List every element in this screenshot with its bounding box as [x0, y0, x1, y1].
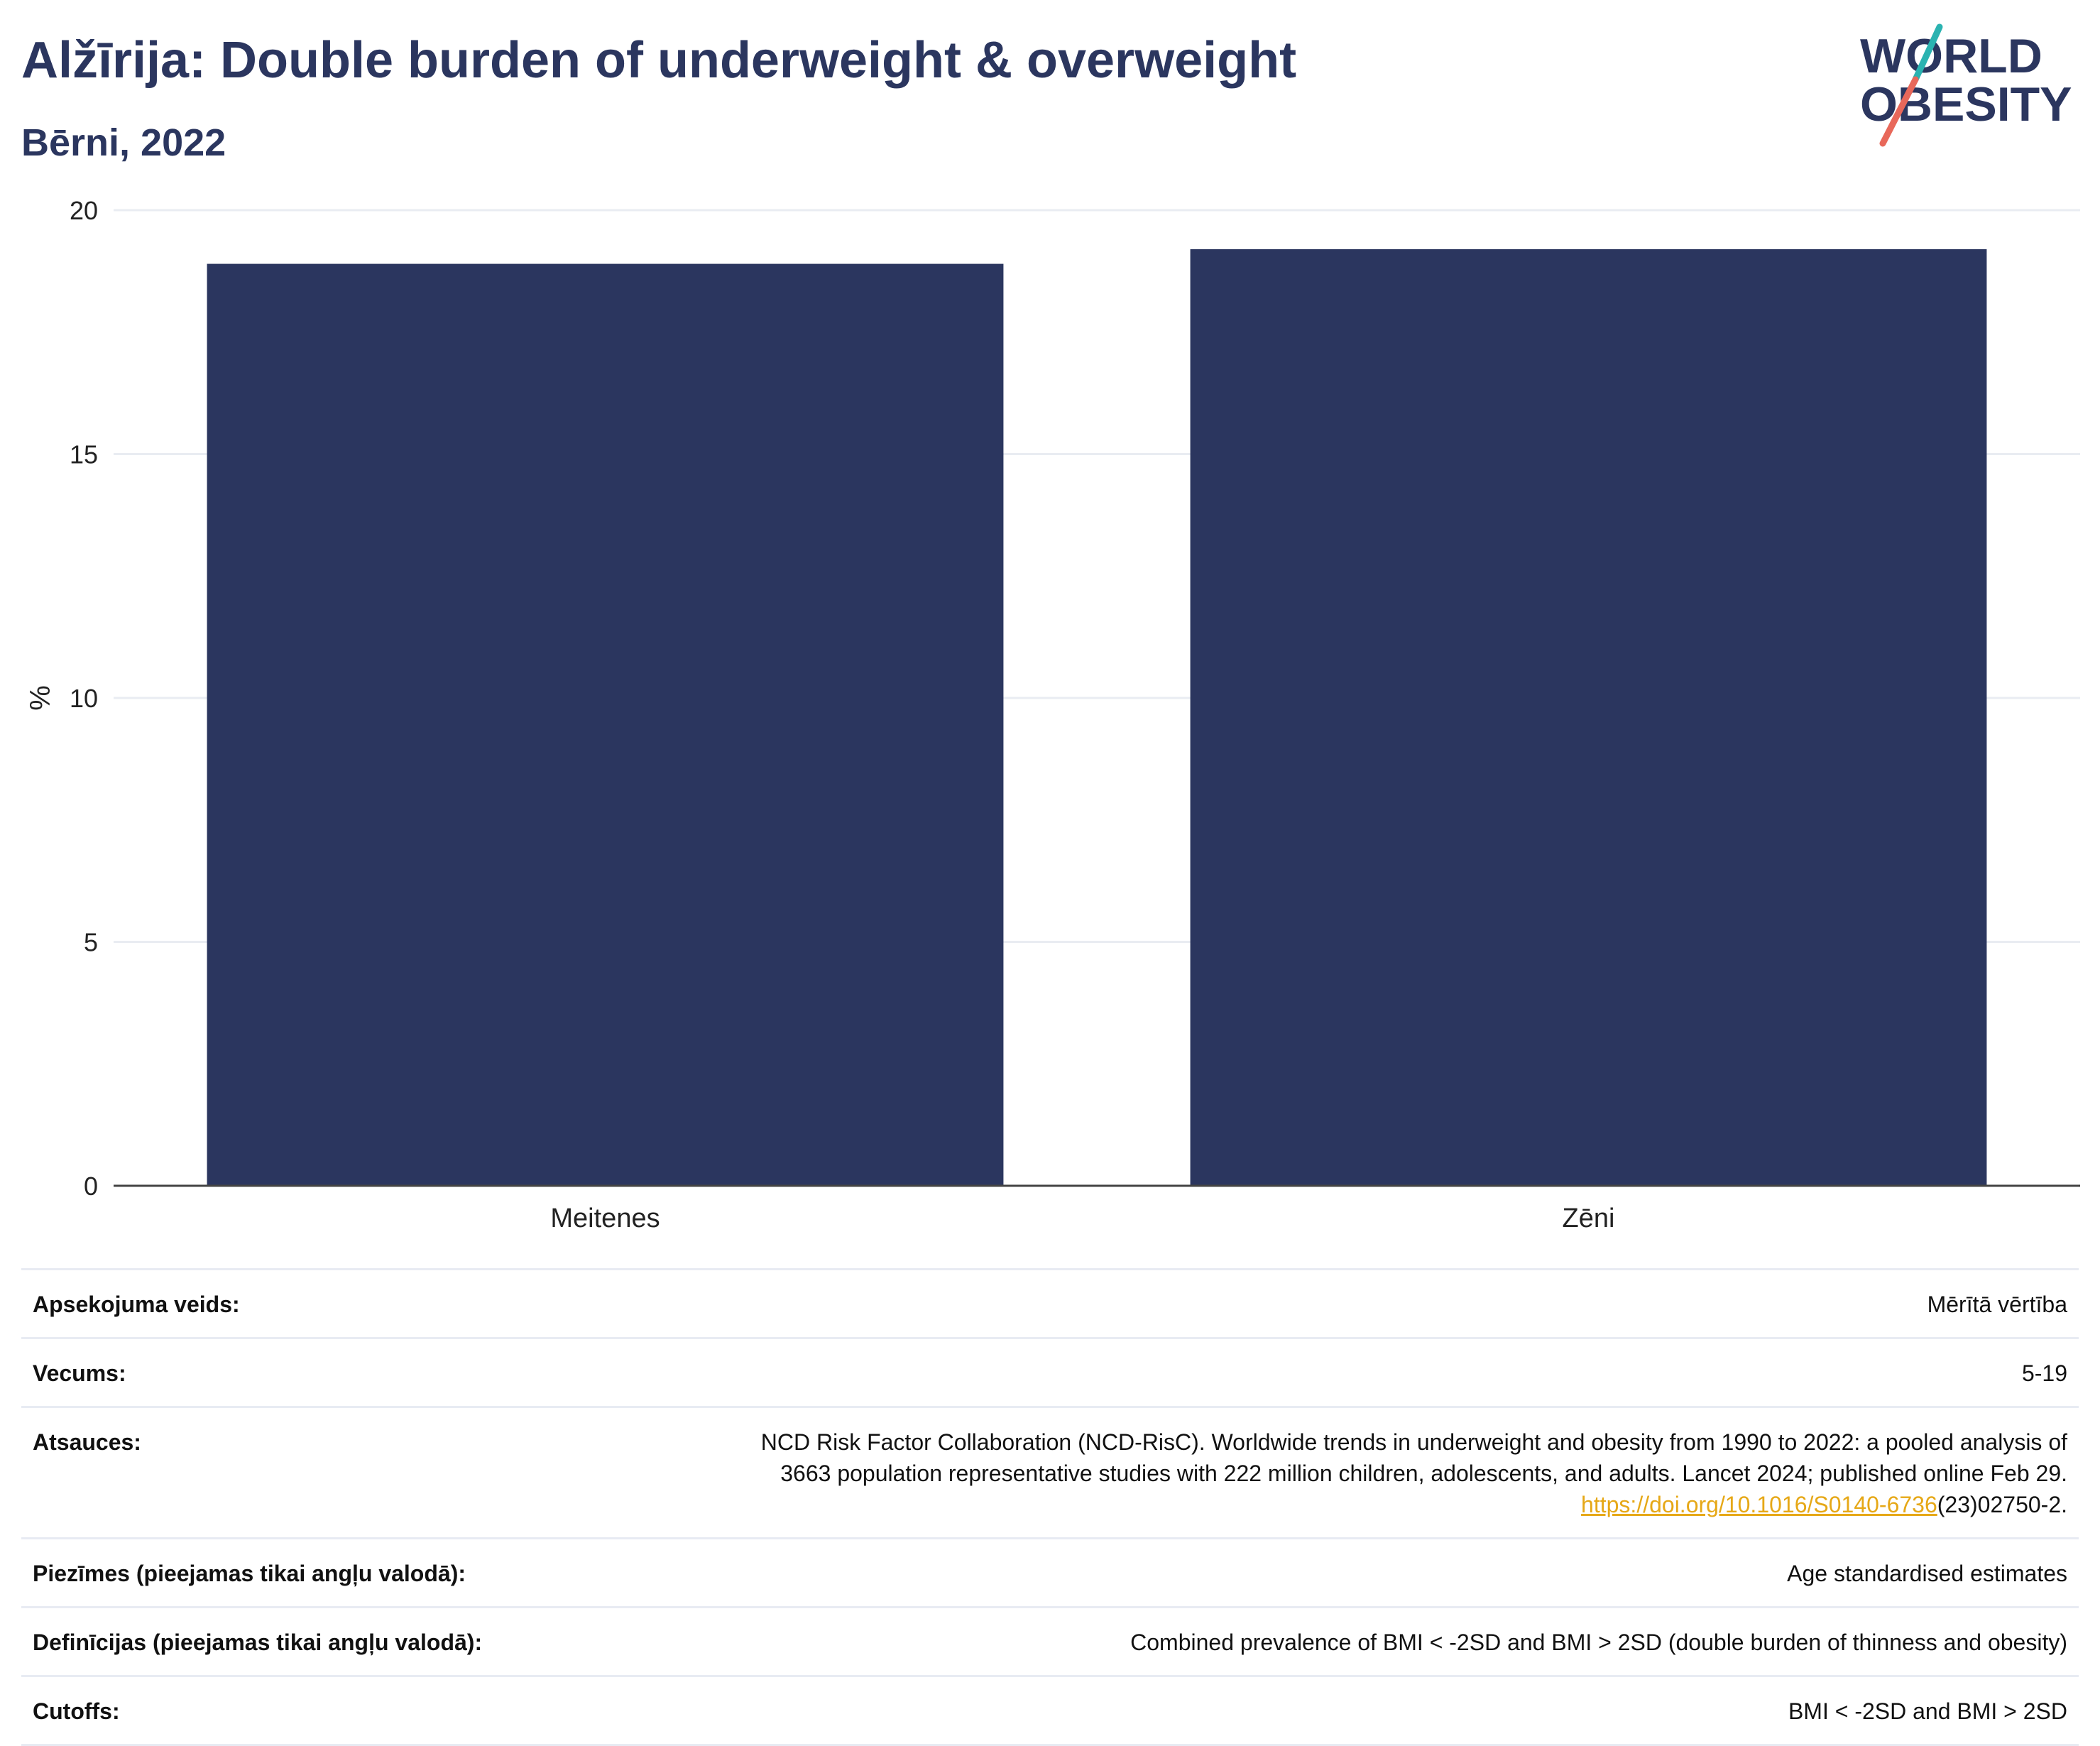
world-obesity-logo: WORLD OBESITY	[1860, 23, 2072, 147]
meta-row-age: Vecums: 5-19	[21, 1337, 2079, 1406]
meta-value: Age standardised estimates	[1787, 1561, 2067, 1586]
bar	[1190, 249, 1987, 1186]
meta-row-cutoffs: Cutoffs: BMI < -2SD and BMI > 2SD	[21, 1675, 2079, 1746]
logo-text-world: WORLD	[1860, 29, 2042, 83]
reference-line-1: NCD Risk Factor Collaboration (NCD-RisC)…	[760, 1429, 2067, 1455]
logo-slash-top	[1912, 23, 1943, 83]
y-axis-title: %	[25, 685, 56, 711]
meta-value: 5-19	[2021, 1360, 2067, 1386]
meta-value-references: NCD Risk Factor Collaboration (NCD-RisC)…	[761, 1426, 2067, 1520]
y-tick-label: 10	[70, 684, 98, 713]
y-tick-label: 20	[70, 196, 98, 225]
meta-label: Piezīmes (pieejamas tikai angļu valodā):	[33, 1561, 466, 1586]
meta-label: Atsauces:	[33, 1429, 141, 1455]
meta-row-references: Atsauces: NCD Risk Factor Collaboration …	[21, 1406, 2079, 1537]
meta-label: Apsekojuma veids:	[33, 1292, 240, 1317]
reference-line-2: 3663 population representative studies w…	[780, 1461, 2067, 1486]
meta-value: Combined prevalence of BMI < -2SD and BM…	[1130, 1630, 2067, 1655]
chart-subtitle: Bērni, 2022	[21, 121, 226, 164]
y-tick-label: 0	[84, 1172, 98, 1201]
chart-title: Alžīrija: Double burden of underweight &…	[21, 32, 1297, 89]
meta-value: BMI < -2SD and BMI > 2SD	[1788, 1698, 2067, 1724]
y-tick-label: 15	[70, 440, 98, 469]
meta-row-survey-type: Apsekojuma veids: Mērītā vērtība	[21, 1268, 2079, 1337]
meta-label: Definīcijas (pieejamas tikai angļu valod…	[33, 1630, 483, 1655]
x-tick-label: Zēni	[1563, 1204, 1615, 1228]
meta-row-definitions: Definīcijas (pieejamas tikai angļu valod…	[21, 1606, 2079, 1675]
meta-row-notes: Piezīmes (pieejamas tikai angļu valodā):…	[21, 1537, 2079, 1606]
doi-link[interactable]: https://doi.org/10.1016/S0140-6736	[1581, 1492, 1937, 1517]
logo-slash-bottom	[1879, 76, 1919, 147]
bar	[207, 263, 1004, 1186]
y-tick-label: 5	[84, 928, 98, 957]
x-tick-label: Meitenes	[550, 1204, 660, 1228]
doi-link-suffix: (23)02750-2.	[1937, 1492, 2067, 1517]
meta-value: Mērītā vērtība	[1927, 1292, 2067, 1317]
meta-label: Vecums:	[33, 1360, 126, 1386]
metadata-table: Apsekojuma veids: Mērītā vērtība Vecums:…	[21, 1268, 2079, 1746]
meta-label: Cutoffs:	[33, 1698, 120, 1724]
bar-chart: 0 5 10 15 20 Meitenes Zēni%	[25, 196, 2080, 1228]
